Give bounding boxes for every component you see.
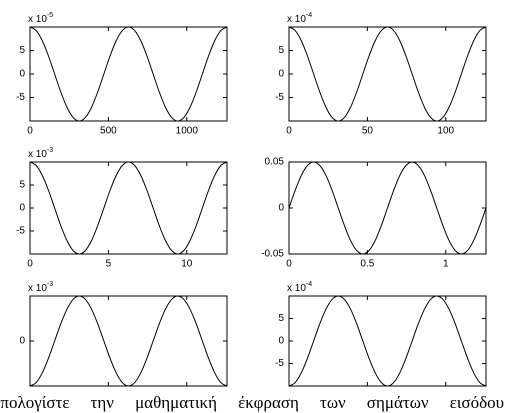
subplot: 0 5 10 -5 0 5 x 10-3 <box>16 147 228 270</box>
y-tick-label: -5 <box>275 358 284 369</box>
signal-line <box>29 295 228 387</box>
y-scale-base: x 10 <box>28 14 47 25</box>
y-scale-base: x 10 <box>28 149 47 160</box>
y-tick-label: -5 <box>16 92 25 103</box>
x-tick-label: 1 <box>443 259 449 270</box>
y-tick-label: 0 <box>19 203 25 214</box>
y-tick-label: 0 <box>278 203 284 214</box>
y-scale-base: x 10 <box>287 14 306 25</box>
y-tick-label: 0 <box>278 336 284 347</box>
y-tick-label: -0.05 <box>261 249 284 260</box>
y-scale-exponent: -5 <box>47 12 53 19</box>
y-tick-label: 0 <box>19 336 25 347</box>
signal-line <box>29 26 228 122</box>
y-scale-base: x 10 <box>287 283 306 294</box>
x-tick-label: 0 <box>27 259 33 270</box>
y-tick-label: 5 <box>278 45 284 56</box>
x-tick-label: 100 <box>437 126 454 137</box>
y-tick-label: 5 <box>278 313 284 324</box>
y-tick-label: 5 <box>19 180 25 191</box>
axes-frame <box>29 161 228 255</box>
caption: υπολογίστε την μαθηματική έκφραση των ση… <box>0 393 504 412</box>
axes-frame <box>288 26 487 122</box>
y-tick-label: 0 <box>278 69 284 80</box>
subplot: 0 50 100 -5 0 5 x 10-4 <box>275 12 487 137</box>
y-scale-exponent: -4 <box>306 12 312 19</box>
x-tick-label: 10 <box>181 259 193 270</box>
y-scale-label: x 10-5 <box>28 12 53 25</box>
y-tick-label: -5 <box>275 92 284 103</box>
y-tick-label: 0 <box>19 69 25 80</box>
x-tick-label: 0.5 <box>360 259 374 270</box>
x-tick-label: 1000 <box>176 126 199 137</box>
y-scale-base: x 10 <box>28 283 47 294</box>
signal-line <box>288 161 487 255</box>
y-tick-label: 5 <box>19 45 25 56</box>
y-scale-label: x 10-3 <box>28 281 53 294</box>
signal-line <box>288 295 487 387</box>
x-tick-label: 50 <box>362 126 374 137</box>
axes-frame <box>288 295 487 387</box>
subplot: 00.050.10x 10-3 <box>19 281 228 387</box>
y-scale-label: x 10-4 <box>287 12 312 25</box>
y-scale-label: x 10-4 <box>287 281 312 294</box>
y-tick-label: 0.05 <box>265 157 285 168</box>
axes-frame <box>29 295 228 387</box>
signal-line <box>288 26 487 122</box>
x-tick-label: 0 <box>286 126 292 137</box>
x-tick-label: 0 <box>286 259 292 270</box>
y-scale-exponent: -4 <box>306 281 312 288</box>
y-scale-exponent: -3 <box>47 147 53 154</box>
y-scale-exponent: -3 <box>47 281 53 288</box>
x-tick-label: 500 <box>100 126 117 137</box>
signal-line <box>29 161 228 255</box>
axes-frame <box>29 26 228 122</box>
y-tick-label: -5 <box>16 226 25 237</box>
y-scale-label: x 10-3 <box>28 147 53 160</box>
x-tick-label: 0 <box>27 126 33 137</box>
x-tick-label: 5 <box>106 259 112 270</box>
